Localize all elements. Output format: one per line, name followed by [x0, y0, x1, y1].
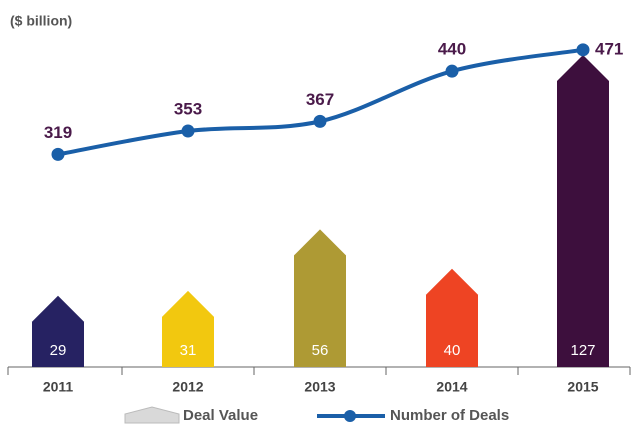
- legend-label: Deal Value: [183, 407, 258, 424]
- line-marker: [313, 114, 327, 128]
- data-label: 367: [306, 90, 334, 109]
- data-label: 31: [180, 342, 197, 359]
- axis-label: ($ billion): [10, 13, 72, 29]
- data-label: 29: [50, 342, 67, 359]
- legend-swatch: [124, 406, 180, 424]
- x-tick-label: 2014: [436, 379, 467, 395]
- x-tick-label: 2012: [172, 379, 203, 395]
- bar: [32, 295, 84, 367]
- bar: [162, 290, 214, 367]
- line-marker: [181, 124, 195, 138]
- data-label: 127: [570, 342, 595, 359]
- legend-label: Number of Deals: [390, 407, 509, 424]
- data-label: 353: [174, 100, 202, 119]
- data-label: 56: [312, 342, 329, 359]
- data-label: 319: [44, 123, 72, 142]
- x-tick-label: 2015: [567, 379, 598, 395]
- bar: [557, 54, 609, 367]
- line-marker: [576, 43, 590, 57]
- bar: [426, 268, 478, 367]
- data-label: 40: [444, 342, 461, 359]
- data-label: 471: [595, 39, 623, 58]
- x-tick-label: 2013: [304, 379, 335, 395]
- line-marker: [445, 64, 459, 78]
- x-tick-label: 2011: [43, 379, 74, 395]
- line-marker: [51, 147, 65, 161]
- legend-swatch: [344, 410, 356, 422]
- data-label: 440: [438, 40, 466, 59]
- bar: [294, 229, 346, 367]
